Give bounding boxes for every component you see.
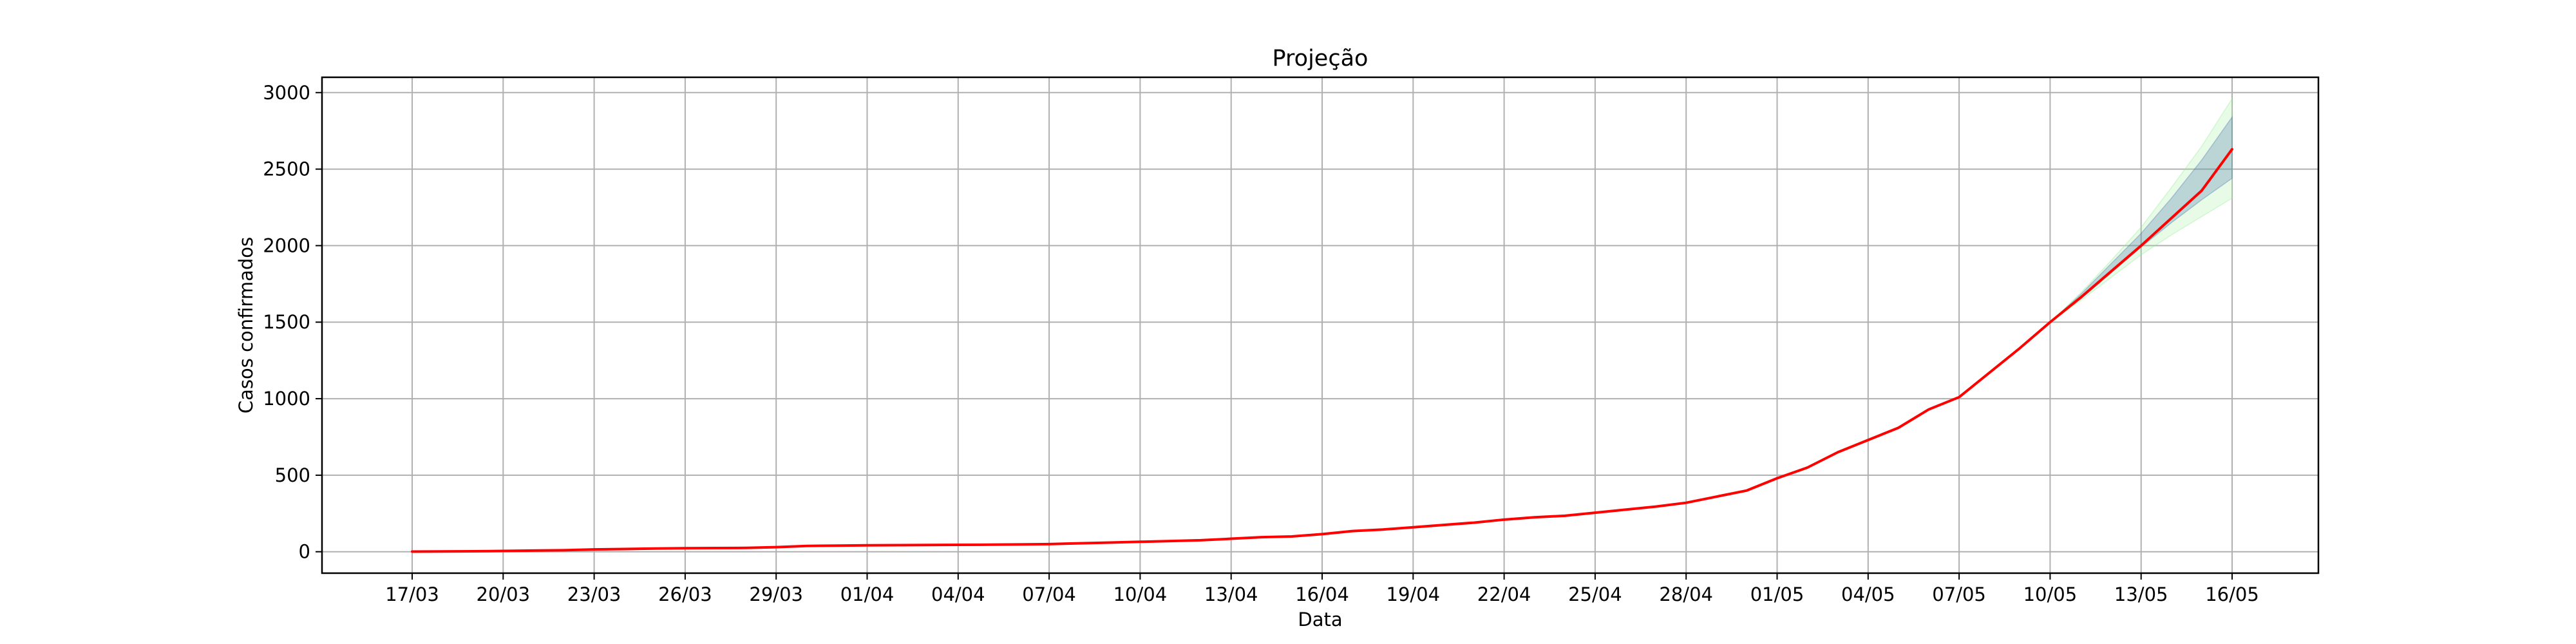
x-tick-label: 07/04 [1022, 583, 1076, 605]
x-tick-label: 23/03 [567, 583, 621, 605]
x-tick-label: 04/05 [1841, 583, 1895, 605]
y-tick-label: 2000 [263, 234, 310, 256]
y-tick-label: 0 [299, 541, 310, 563]
y-tick-label: 500 [275, 464, 310, 486]
grid-lines [322, 77, 2318, 573]
y-axis-label: Casos confirmados [235, 237, 257, 413]
x-tick-label: 10/04 [1113, 583, 1168, 605]
x-tick-label: 13/04 [1204, 583, 1258, 605]
x-tick-label: 07/05 [1932, 583, 1986, 605]
x-tick-label: 13/05 [2114, 583, 2168, 605]
x-axis-label: Data [1298, 609, 1342, 630]
x-tick-label: 16/04 [1295, 583, 1349, 605]
x-tick-label: 04/04 [931, 583, 985, 605]
y-tick-label: 1000 [263, 388, 310, 410]
chart-title: Projeção [1273, 46, 1368, 71]
x-tick-label: 16/05 [2205, 583, 2259, 605]
y-tick-label: 2500 [263, 158, 310, 180]
x-tick-label: 01/04 [840, 583, 895, 605]
axes-frame [321, 76, 2320, 574]
x-tick-label: 22/04 [1477, 583, 1531, 605]
data-series [411, 147, 2233, 553]
x-tick-label: 26/03 [658, 583, 712, 605]
y-tick-label: 3000 [263, 82, 310, 104]
x-tick-label: 19/04 [1387, 583, 1441, 605]
x-tick-label: 28/04 [1659, 583, 1713, 605]
confirmed-cases-line [411, 147, 2233, 553]
x-tick-label: 17/03 [385, 583, 439, 605]
x-tick-label: 10/05 [2023, 583, 2078, 605]
x-tick-label: 01/05 [1750, 583, 1804, 605]
y-tick-label: 1500 [263, 311, 310, 333]
x-tick-label: 20/03 [477, 583, 531, 605]
x-tick-label: 25/04 [1568, 583, 1622, 605]
axis-ticks: 17/03 20/03 23/03 26/03 29/03 01/04 04/04 07/04… [263, 82, 2259, 605]
x-tick-label: 29/03 [749, 583, 803, 605]
